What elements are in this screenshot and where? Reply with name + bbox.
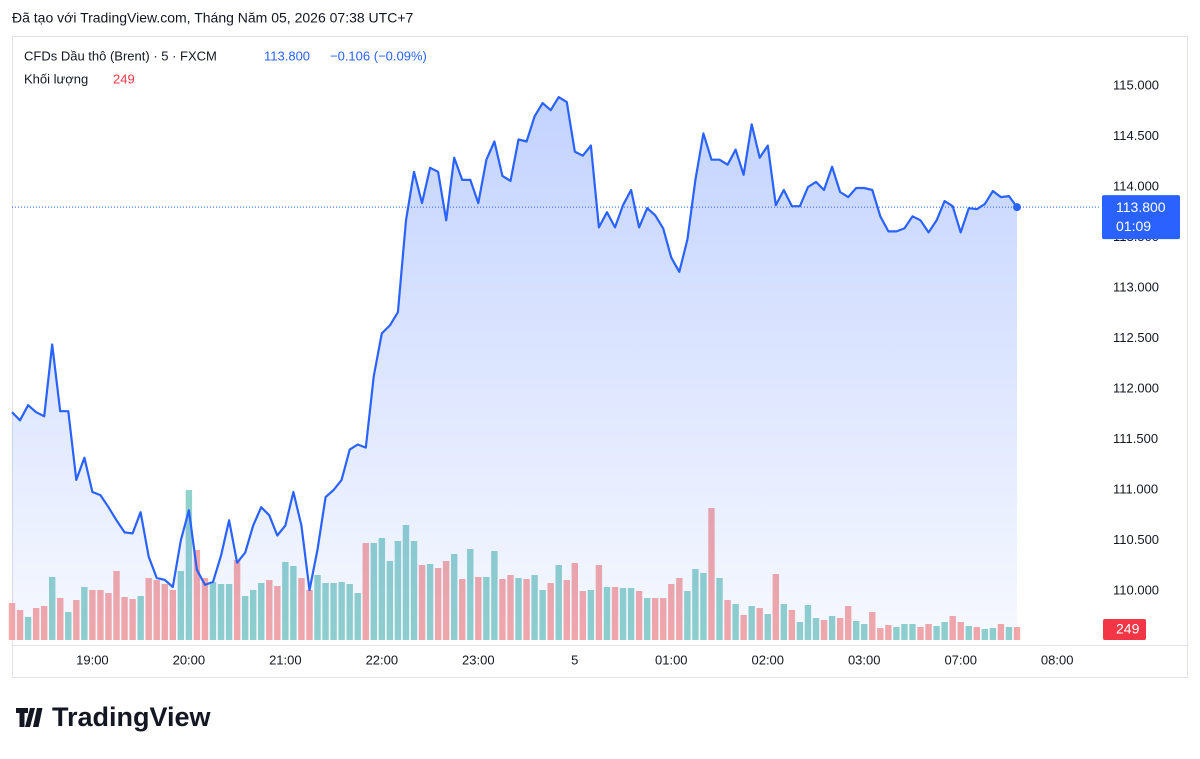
y-tick-label: 110.500 — [1113, 532, 1159, 547]
x-tick-label: 5 — [571, 652, 578, 667]
x-tick-label: 21:00 — [269, 652, 302, 667]
logo-icon — [16, 708, 43, 727]
y-tick-label: 110.000 — [1113, 582, 1159, 597]
x-tick-label: 02:00 — [751, 652, 784, 667]
header: Đã tạo với TradingView.com, Tháng Năm 05… — [12, 10, 413, 26]
legend-change: −0.106 (−0.09%) — [330, 48, 427, 63]
x-tick-label: 23:00 — [462, 652, 495, 667]
last-price-dot — [1013, 203, 1021, 212]
legend-volume: 249 — [113, 71, 135, 86]
y-tick-label: 115.000 — [1113, 77, 1159, 92]
volume-tag — [1103, 619, 1146, 641]
logo: TradingView — [16, 702, 212, 732]
y-tick-label: 111.000 — [1113, 481, 1158, 496]
legend-price: 113.800 — [264, 48, 310, 63]
volume-tag-label: 249 — [1116, 621, 1140, 637]
x-tick-label: 08:00 — [1041, 652, 1074, 667]
legend-symbol: CFDs Dầu thô (Brent) · 5 · FXCM — [24, 48, 217, 63]
price-tag-price: 113.800 — [1116, 199, 1166, 215]
logo-text: TradingView — [52, 702, 212, 732]
x-tick-label: 03:00 — [848, 652, 881, 667]
y-tick-label: 113.000 — [1113, 279, 1159, 294]
x-tick-label: 20:00 — [173, 652, 206, 667]
y-tick-label: 114.000 — [1113, 178, 1159, 193]
chart-frame — [12, 36, 1188, 678]
y-tick-label: 111.500 — [1113, 431, 1158, 446]
plot-area — [8, 96, 1100, 641]
x-tick-label: 19:00 — [76, 652, 109, 667]
price-area — [12, 97, 1017, 641]
y-tick-label: 114.500 — [1113, 128, 1159, 143]
y-tick-label: 112.500 — [1113, 330, 1159, 345]
x-tick-label: 07:00 — [944, 652, 977, 667]
price-line — [11, 96, 1018, 592]
legend-volume-label: Khối lượng — [24, 71, 88, 86]
price-tag — [1102, 195, 1180, 240]
x-tick-label: 22:00 — [366, 652, 399, 667]
price-tag-countdown: 01:09 — [1116, 218, 1151, 234]
y-tick-label: 112.000 — [1113, 380, 1159, 395]
x-tick-label: 01:00 — [655, 652, 688, 667]
